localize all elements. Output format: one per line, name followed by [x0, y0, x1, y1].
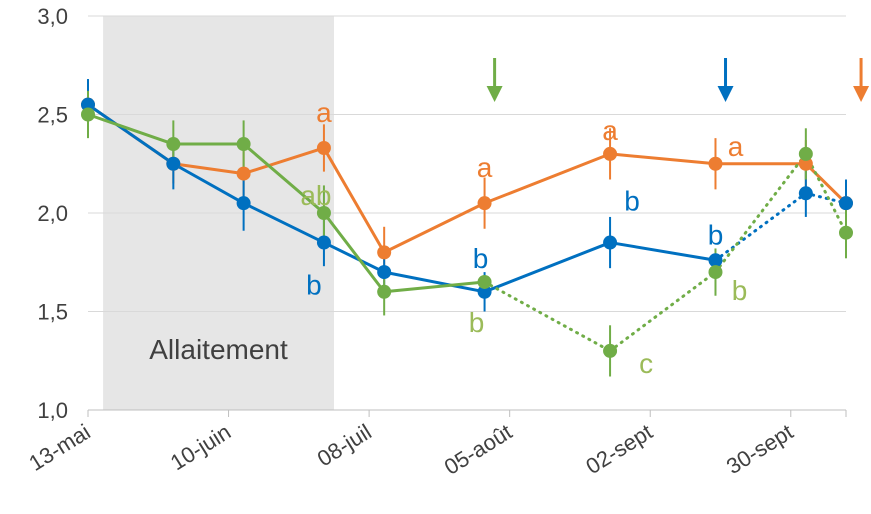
series-line-segment [804, 162, 848, 205]
significance-letter: b [469, 307, 485, 338]
data-point [708, 265, 723, 280]
x-tick-label: 05-août [440, 419, 517, 480]
data-point [798, 146, 813, 161]
data-point [236, 196, 251, 211]
series-line-segment [171, 162, 246, 176]
y-tick-label: 1,5 [37, 300, 68, 325]
data-point [798, 186, 813, 201]
significance-letter: b [473, 243, 489, 274]
y-tick-label: 2,5 [37, 103, 68, 128]
shaded-region-label: Allaitement [149, 334, 288, 365]
series-line-segment [322, 211, 386, 294]
data-point [166, 137, 181, 152]
series-line-segment [713, 191, 808, 262]
y-tick-label: 2,0 [37, 201, 68, 226]
data-point [316, 140, 331, 155]
series-line-segment [382, 270, 487, 294]
data-point [81, 97, 95, 112]
series-line-segment [483, 152, 612, 205]
data-point [708, 156, 723, 171]
y-tick-label: 3,0 [37, 4, 68, 29]
significance-letter: b [708, 219, 724, 250]
x-tick-label: 08-juil [313, 419, 376, 471]
data-point [603, 146, 618, 161]
significance-letter: b [624, 186, 640, 217]
significance-letter: b [732, 275, 748, 306]
data-point [377, 265, 392, 280]
data-point [81, 107, 95, 122]
data-point [839, 225, 853, 240]
x-tick-label: 30-sept [722, 419, 797, 479]
series-line-segment [382, 280, 487, 294]
series-line-segment [171, 162, 246, 205]
data-point [236, 137, 251, 152]
arrow-head [486, 86, 503, 102]
series-line-segment [86, 113, 175, 146]
significance-letter: b [306, 270, 322, 301]
data-point [236, 166, 251, 181]
series-line-segment [242, 142, 326, 215]
data-point [603, 343, 618, 358]
series-line-segment [608, 241, 717, 262]
x-tick-label: 10-juin [166, 419, 235, 475]
series-line-segment [86, 103, 175, 166]
data-point [839, 196, 853, 211]
series-line-segment [608, 270, 717, 353]
significance-letter: a [316, 97, 332, 128]
data-point [477, 284, 492, 299]
significance-letter: ab [300, 180, 331, 211]
y-tick-label: 1,0 [37, 398, 68, 423]
data-point [798, 156, 813, 171]
arrow-head [853, 86, 870, 102]
data-point [316, 206, 331, 220]
series-line-segment [242, 201, 326, 245]
data-point [477, 196, 492, 211]
arrow-head [717, 86, 734, 102]
data-point [166, 156, 181, 171]
significance-letter: a [477, 152, 493, 183]
down-arrow-icon [717, 58, 734, 102]
down-arrow-icon [486, 58, 503, 102]
data-point [477, 274, 492, 289]
series-line-segment [483, 280, 612, 353]
series-line-segment [804, 152, 848, 235]
series-line-segment [242, 146, 326, 176]
series-line-segment [322, 241, 386, 274]
down-arrow-icon [853, 58, 870, 102]
data-point [603, 235, 618, 250]
data-point [316, 235, 331, 250]
series-line-segment [483, 241, 612, 294]
x-tick-label: 13-mai [24, 419, 94, 476]
series-line-segment [608, 152, 717, 166]
data-point [377, 284, 392, 299]
significance-letter: a [602, 115, 618, 146]
data-point [377, 245, 392, 260]
significance-letter: c [639, 348, 653, 379]
series-line-segment [322, 146, 386, 254]
data-point [708, 253, 723, 268]
series-line-segment [382, 201, 487, 254]
significance-letter: a [728, 131, 744, 162]
x-tick-label: 02-sept [581, 419, 656, 479]
